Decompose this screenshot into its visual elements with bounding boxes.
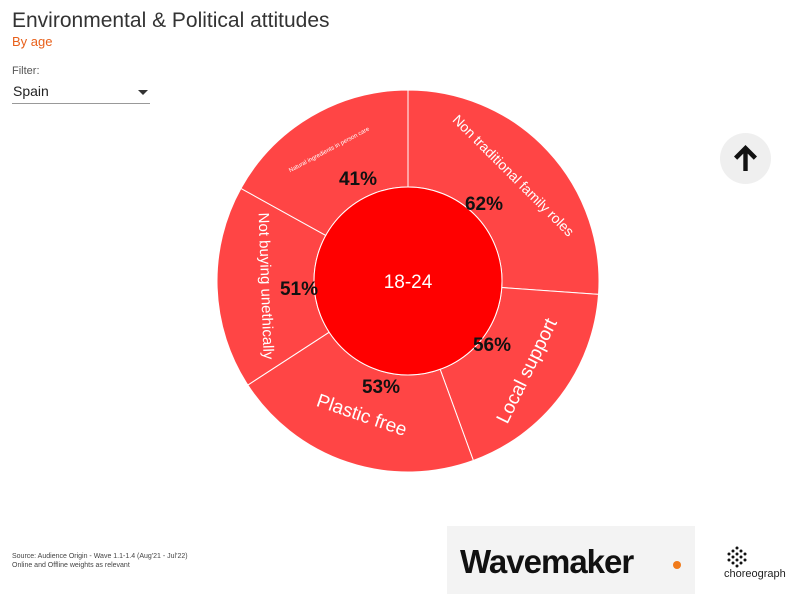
choreograph-logo: choreograph	[722, 546, 786, 582]
segment-value-label: 41%	[339, 169, 377, 190]
segment-name-label: Not buying unethically	[255, 212, 277, 360]
wavemaker-logo-dot	[673, 561, 681, 569]
source-line-2: Online and Offline weights as relevant	[12, 562, 130, 569]
wavemaker-logo-text: Wavemaker	[460, 543, 634, 580]
scroll-to-top-button[interactable]	[720, 133, 771, 184]
filter-selected-value: Spain	[13, 83, 49, 99]
source-note: Source: Audience Origin - Wave 1.1-1.4 (…	[12, 552, 188, 570]
chevron-down-icon	[138, 90, 148, 95]
arrow-up-icon	[734, 145, 757, 171]
segment-value-label: 62%	[465, 194, 503, 215]
segment-value-label: 56%	[473, 335, 511, 356]
center-label: 18-24	[384, 272, 433, 293]
choreograph-mark-icon	[727, 546, 747, 568]
filter-label: Filter:	[12, 65, 40, 77]
country-filter-select[interactable]: Spain	[12, 80, 150, 104]
sunburst-center[interactable]	[313, 186, 503, 376]
segment-value-label: 53%	[362, 377, 400, 398]
page-title: Environmental & Political attitudes	[12, 9, 330, 32]
source-line-1: Source: Audience Origin - Wave 1.1-1.4 (…	[12, 553, 188, 560]
choreograph-logo-text: choreograph	[724, 568, 786, 580]
wavemaker-logo: Wavemaker	[447, 526, 695, 594]
page-subtitle: By age	[12, 34, 53, 49]
segment-value-label: 51%	[280, 279, 318, 300]
